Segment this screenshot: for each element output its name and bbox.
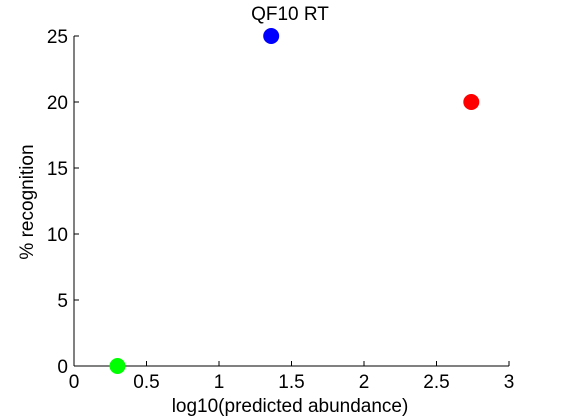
data-points <box>109 28 480 374</box>
chart-title: QF10 RT <box>251 4 329 25</box>
data-point <box>463 94 480 110</box>
x-tick-label: 0.5 <box>133 372 159 393</box>
y-tick-label: 25 <box>47 27 68 48</box>
y-axis-label: % recognition <box>17 144 38 259</box>
plot-axes <box>73 36 509 367</box>
data-point <box>109 358 126 374</box>
y-tick-label: 10 <box>47 225 68 246</box>
x-axis-label: log10(predicted abundance) <box>172 396 409 417</box>
y-tick-label: 5 <box>57 291 68 312</box>
x-tick-label: 2.5 <box>423 372 449 393</box>
y-tick-label: 15 <box>47 159 68 180</box>
x-tick-label: 1 <box>214 372 225 393</box>
x-tick-label: 2 <box>359 372 370 393</box>
x-axis-ticks: 0 0.5 1 1.5 2 2.5 3 <box>69 361 515 393</box>
x-tick-label: 3 <box>504 372 515 393</box>
x-tick-label: 0 <box>69 372 80 393</box>
data-point <box>263 28 280 44</box>
y-axis-ticks: 0 5 10 15 20 25 <box>47 27 79 378</box>
y-tick-label: 20 <box>47 93 68 114</box>
x-tick-label: 1.5 <box>278 372 304 393</box>
y-tick-label: 0 <box>57 357 68 378</box>
